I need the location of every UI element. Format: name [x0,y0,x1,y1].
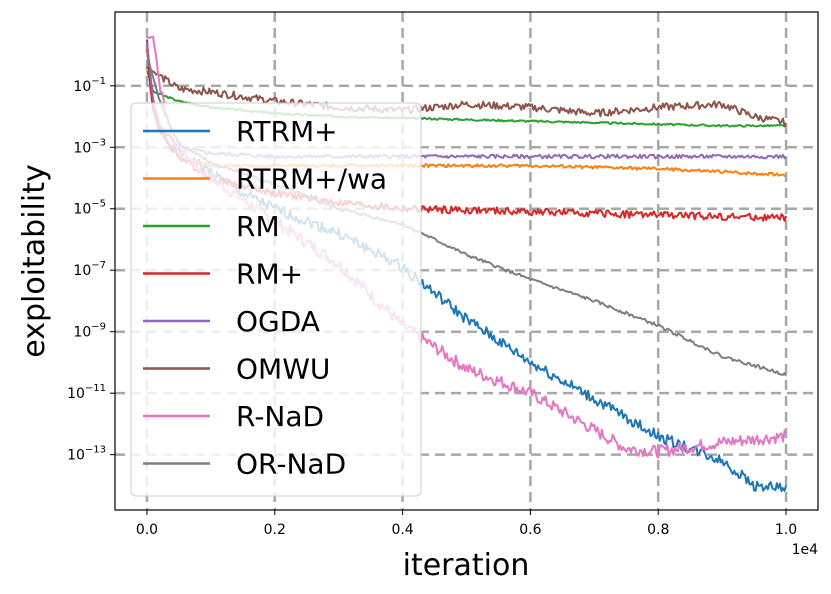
y-axis-label: exploitability [17,164,52,357]
legend-label: R-NaD [236,400,324,433]
x-axis-label: iteration [403,548,530,583]
y-tick-label: 10−5 [73,199,106,218]
y-tick-label: 10−1 [73,76,106,95]
y-tick-label: 10−9 [73,322,106,341]
legend-box [130,102,422,497]
x-tick-label: 0.2 [264,522,286,538]
x-tick-label: 1.0 [775,522,797,538]
plot-frame [114,11,819,511]
y-tick-label: 10−3 [73,137,106,156]
legend-label: OGDA [236,305,320,338]
y-ticks: 10−1 10−3 10−5 10−7 10−9 10−11 10−13 [67,76,115,464]
legend-label: RM [236,210,280,243]
legend-label: RTRM+ [236,115,338,148]
y-tick-label: 10−7 [73,260,106,279]
x-tick-label: 0.4 [391,522,413,538]
x-tick-label: 0.8 [647,522,669,538]
x-tick-label: 0.0 [136,522,158,538]
y-tick-label: 10−13 [67,445,106,464]
legend-label: RTRM+/wa [236,163,387,196]
x-offset-label: 1e4 [792,542,819,558]
legend-label: OMWU [236,353,330,386]
y-tick-label: 10−11 [67,383,106,402]
x-tick-label: 0.6 [519,522,541,538]
x-ticks: 0.0 0.2 0.4 0.6 0.8 1.0 [136,510,797,538]
legend-label: OR-NaD [236,448,346,481]
legend: RTRM+ RTRM+/wa RM RM+ OGDA OMWU R-NaD OR-NaD [130,102,422,497]
series-line-omwu [146,66,787,127]
legend-label: RM+ [236,258,303,291]
